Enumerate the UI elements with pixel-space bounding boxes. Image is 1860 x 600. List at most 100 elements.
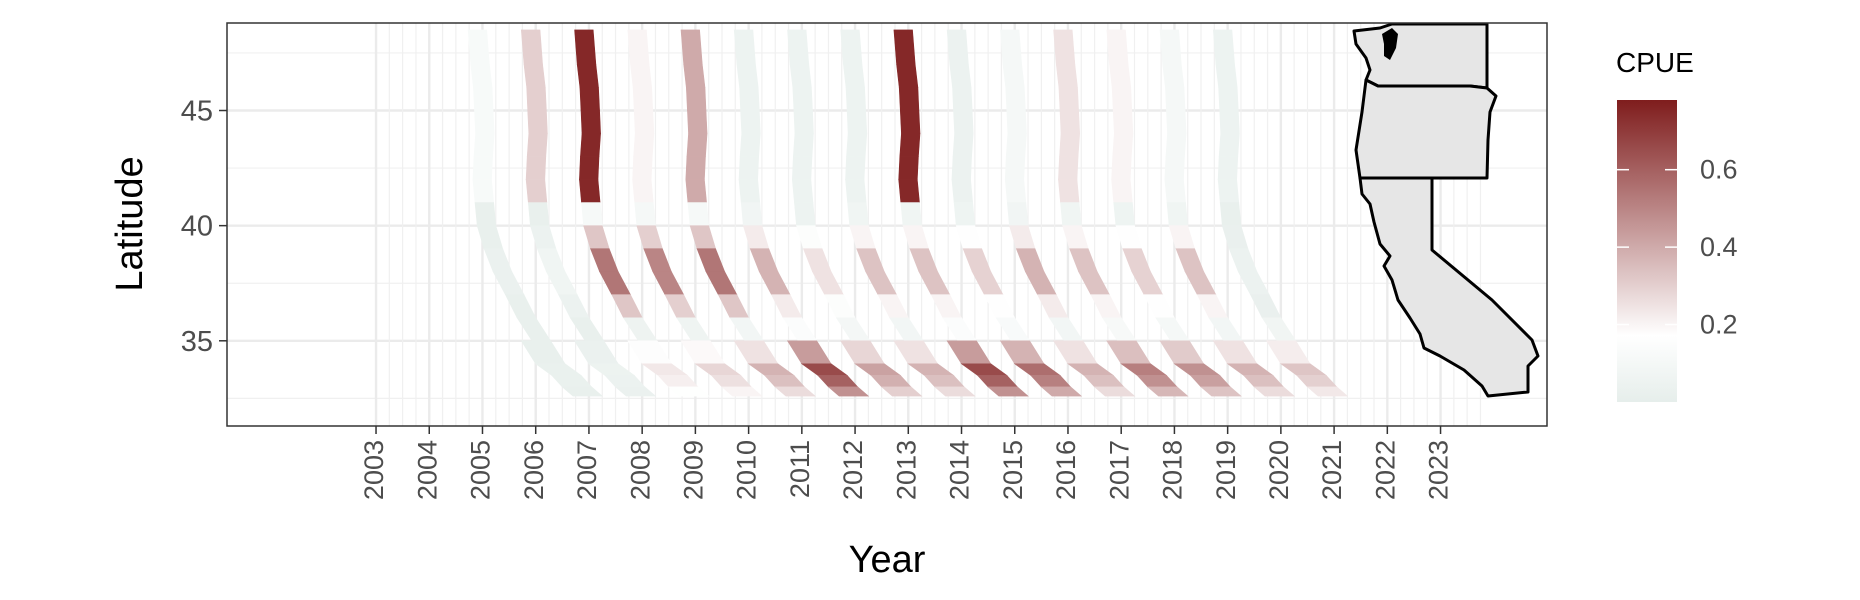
cpue-cell [1218, 133, 1240, 157]
cpue-cell [473, 87, 494, 111]
cpue-cell [687, 202, 710, 226]
x-tick-label: 2006 [519, 440, 549, 500]
cpue-cell [581, 202, 603, 226]
cpue-cell [1112, 110, 1134, 134]
x-tick-label: 2005 [466, 440, 496, 500]
swath-2019 [1212, 29, 1349, 397]
cpue-cell [1000, 29, 1023, 65]
plot-border [226, 22, 1548, 427]
cpue-cell [1113, 202, 1135, 226]
cpue-cell [1166, 202, 1189, 226]
cpue-cell [949, 64, 972, 88]
cpue-cell [1093, 386, 1136, 397]
x-tick-label: 2022 [1370, 440, 1400, 500]
cpue-cell [1040, 386, 1083, 397]
swath-2014 [946, 29, 1083, 397]
cpue-cell [525, 179, 548, 203]
cpue-cell [845, 87, 867, 111]
cpue-cell [1055, 64, 1078, 88]
cpue-cell [1004, 179, 1027, 203]
cpue-cell [1060, 202, 1082, 226]
y-tick-label: 40 [181, 211, 213, 243]
puget-sound [1382, 28, 1398, 60]
cpue-cell [987, 386, 1029, 397]
cpue-cell [1004, 156, 1026, 180]
x-tick-label: 2014 [945, 440, 975, 500]
cpue-cell [687, 110, 708, 134]
cpue-cell [1111, 87, 1133, 111]
cpue-cell [680, 29, 703, 65]
swath-2018 [1159, 29, 1296, 397]
cpue-cell [1164, 179, 1186, 203]
swath-2011 [787, 29, 923, 397]
cpue-cell [934, 386, 976, 397]
legend-tick-label: 0.2 [1700, 310, 1738, 340]
cpue-cell [792, 133, 814, 157]
x-tick-label: 2023 [1424, 440, 1454, 500]
cpue-cell [1059, 110, 1081, 134]
x-tick-label: 2004 [412, 440, 442, 500]
cpue-cell [473, 133, 495, 157]
oregon-region [1354, 78, 1498, 180]
cpue-cell [1159, 29, 1182, 65]
cpue-cell [579, 156, 600, 180]
cpue-cell [896, 64, 919, 88]
cpue-cell [632, 156, 653, 180]
y-tick-label: 45 [181, 96, 213, 128]
washington-region [1352, 22, 1489, 90]
cpue-cell [1217, 156, 1239, 180]
cpue-cell [472, 156, 493, 180]
swath-2017 [1106, 29, 1242, 397]
cpue-cell [526, 133, 548, 157]
cpue-cell [525, 156, 547, 180]
x-tick-label: 2013 [891, 440, 921, 500]
cpue-cell [523, 64, 546, 88]
cpue-cell [1058, 87, 1079, 111]
cpue-cell [740, 202, 763, 226]
cpue-cell [1217, 179, 1240, 203]
cpue-cell [1006, 110, 1027, 134]
legend: CPUE 0.2 0.4 0.6 [1616, 47, 1738, 402]
cpue-cell [789, 64, 812, 88]
cpue-cell [470, 64, 493, 88]
cpue-cell [580, 110, 601, 134]
cpue-cell [1253, 386, 1296, 397]
swath-2005 [467, 29, 604, 397]
cpue-cell [1005, 87, 1026, 111]
cpue-cell [634, 202, 656, 226]
cpue-cell [1005, 133, 1027, 157]
cpue-cell [1146, 386, 1189, 397]
cpue-cell [576, 64, 599, 88]
swath-2013 [893, 29, 1029, 397]
x-tick-label: 2012 [838, 440, 868, 500]
y-axis: 35 40 45 [181, 96, 227, 358]
cpue-cell [1212, 29, 1235, 65]
cpue-cell [633, 133, 655, 157]
cpue-cell [685, 179, 707, 203]
cpue-cell [632, 179, 654, 203]
cpue-cell [683, 64, 706, 88]
cpue-cell [845, 179, 867, 203]
cpue-cell [1058, 179, 1080, 203]
legend-ticks: 0.2 0.4 0.6 [1617, 155, 1738, 340]
cpue-cell [900, 202, 922, 226]
cpue-cell [899, 133, 921, 157]
x-tick-label: 2021 [1317, 440, 1347, 500]
cpue-cell [1053, 29, 1076, 65]
cpue-cell [793, 110, 814, 134]
cpue-cell [472, 179, 495, 203]
swath-2010 [733, 29, 870, 397]
cpue-cell [792, 87, 813, 111]
legend-tick-label: 0.6 [1700, 155, 1738, 185]
cpue-cell [774, 386, 816, 397]
cpue-cell [840, 29, 863, 65]
cpue-cell [686, 133, 708, 157]
cpue-cell [736, 64, 759, 88]
cpue-cell [526, 87, 547, 111]
cpue-cell [846, 133, 868, 157]
cpue-cell [952, 133, 974, 157]
cpue-cell [1166, 110, 1187, 134]
cpue-cell [527, 110, 548, 134]
swath-2012 [840, 29, 976, 397]
cpue-cell [733, 29, 756, 65]
